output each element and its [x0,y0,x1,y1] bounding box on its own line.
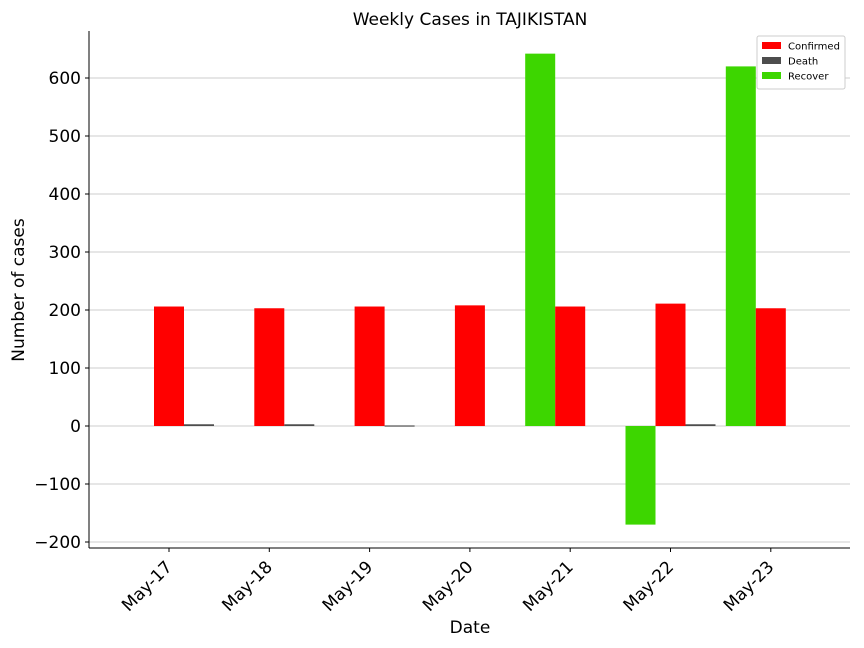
bar-death-may-17 [184,424,214,426]
legend-swatch-recover [762,72,781,79]
y-tick-label: 0 [70,417,81,437]
legend-label-death: Death [788,57,818,68]
chart-title: Weekly Cases in TAJIKISTAN [353,10,588,30]
x-tick-label: May-20 [419,557,477,615]
x-tick-label: May-19 [319,557,377,615]
x-tick-label: May-17 [118,557,176,615]
x-axis-title: Date [450,618,491,638]
legend-swatch-death [762,57,781,64]
bar-death-may-22 [685,424,716,426]
x-axis-ticks: May-17 May-18 May-19 May-20 May-21 May-22 May-… [118,548,778,616]
bar-confirmed-may-18 [254,308,285,426]
bar-confirmed-may-22 [655,303,686,426]
y-tick-label: 100 [49,359,81,379]
legend-swatch-confirmed [762,42,781,49]
bar-death-may-18 [284,424,315,426]
legend-label-confirmed: Confirmed [788,42,840,53]
x-tick-label: May-21 [519,557,577,615]
bar-confirmed-may-20 [454,305,485,426]
bar-confirmed-may-21 [555,306,586,426]
y-tick-label: −100 [34,475,81,495]
bar-confirmed-may-19 [354,306,385,426]
y-axis-ticks: −200 −100 0 100 200 300 400 500 600 [34,69,89,553]
legend-label-recover: Recover [788,72,829,83]
bar-recover-may-21 [525,53,556,426]
bar-confirmed-may-23 [755,308,786,426]
bar-recover-may-22 [625,426,656,525]
bar-death-may-19 [384,425,415,427]
y-tick-label: 600 [49,69,81,89]
bar-confirmed-may-17 [154,306,184,426]
x-tick-label: May-23 [720,557,778,615]
x-tick-label: May-22 [620,557,678,615]
y-tick-label: 300 [49,243,81,263]
y-tick-label: 200 [49,301,81,321]
legend: Confirmed Death Recover [756,35,846,90]
bars [154,53,786,525]
y-tick-label: 500 [49,127,81,147]
y-tick-label: 400 [49,185,81,205]
bar-recover-may-23 [725,66,756,427]
y-tick-label: −200 [34,533,81,553]
x-tick-label: May-18 [218,557,276,615]
y-axis-title: Number of cases [9,218,29,362]
